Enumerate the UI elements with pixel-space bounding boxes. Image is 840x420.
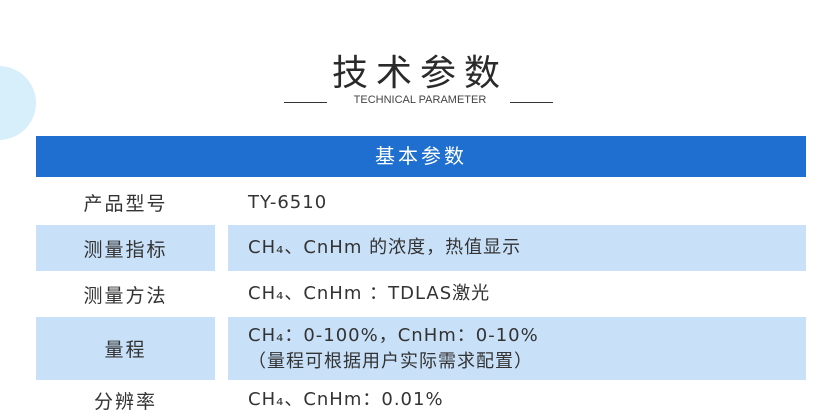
table-row: 量程 CH₄：0-100%，CnHm：0-10% （量程可根据用户实际需求配置） (36, 317, 806, 380)
table-row: 产品型号 TY-6510 (36, 182, 806, 223)
row-value: CH₄、CnHm 的浓度，热值显示 (228, 225, 806, 271)
page-subtitle: TECHNICAL PARAMETER (353, 94, 487, 106)
table-row: 测量指标 CH₄、CnHm 的浓度，热值显示 (36, 225, 806, 271)
value-text: CH₄、CnHm 的浓度，热值显示 (248, 237, 522, 258)
row-label: 测量指标 (36, 225, 215, 271)
row-label: 分辨率 (93, 390, 157, 413)
value-text: CH₄：0-100%，CnHm：0-10% (248, 324, 539, 346)
row-label: 测量方法 (83, 284, 168, 307)
row-value: CH₄：0-100%，CnHm：0-10% （量程可根据用户实际需求配置） (228, 317, 806, 380)
row-label: 量程 (36, 317, 215, 380)
table-row: 测量方法 CH₄、CnHm ：TDLAS激光 (36, 273, 806, 315)
page-title: 技术参数 (331, 53, 508, 94)
section-header: 基本参数 (36, 136, 806, 177)
value-text: CH₄、CnHm：0.01% (248, 389, 444, 410)
row-value: TY-6510 (228, 182, 806, 223)
row-value: CH₄、CnHm ：TDLAS激光 (228, 273, 806, 315)
row-label: 产品型号 (83, 193, 168, 215)
table-row: 分辨率 CH₄、CnHm：0.01% (36, 382, 806, 418)
subtitle-line-right (510, 102, 553, 103)
value-text: TY-6510 (248, 191, 328, 213)
subtitle-line-left (284, 102, 327, 103)
value-text: CH₄、CnHm ：TDLAS激光 (248, 283, 491, 304)
row-value: CH₄、CnHm：0.01% (228, 382, 806, 418)
value-note: （量程可根据用户实际需求配置） (248, 350, 533, 372)
